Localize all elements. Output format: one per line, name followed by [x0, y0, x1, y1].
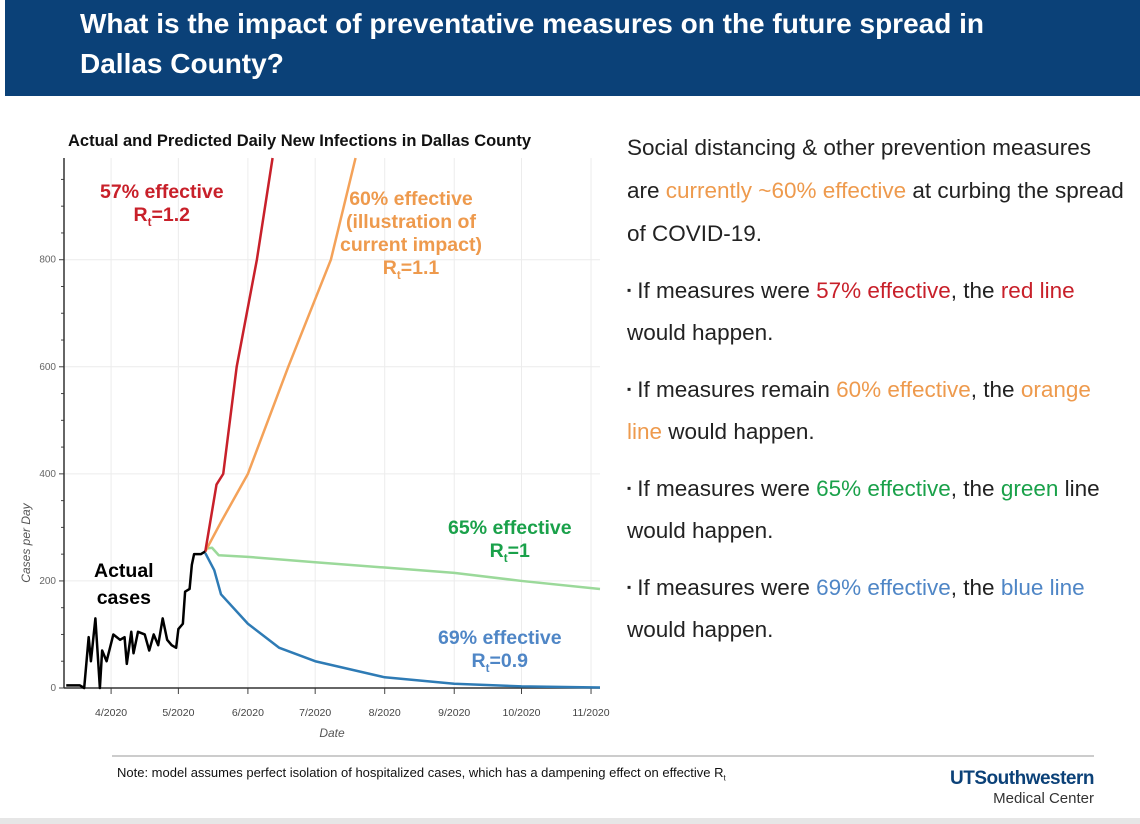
- footer-band: [0, 818, 1140, 824]
- page-title: What is the impact of preventative measu…: [80, 4, 1000, 84]
- x-tick-label: 9/2020: [438, 707, 470, 719]
- ann-red-rt: Rt=1.2: [100, 204, 224, 234]
- logo-subtitle: Medical Center: [993, 790, 1094, 807]
- y-tick-label: 400: [39, 469, 56, 480]
- annotation-blue: 69% effective Rt=0.9: [438, 627, 562, 680]
- annotation-red: 57% effective Rt=1.2: [100, 181, 224, 234]
- bullet-orange: ▪If measures remain 60% effective, the o…: [627, 368, 1127, 453]
- ann-orange-line2: (illustration of: [340, 211, 482, 234]
- x-tick-label: 5/2020: [162, 707, 194, 719]
- ann-green-rt: Rt=1: [448, 540, 572, 570]
- x-tick-label: 7/2020: [299, 707, 331, 719]
- x-tick-label: 4/2020: [95, 707, 127, 719]
- y-axis-label: Cases per Day: [19, 502, 33, 582]
- x-axis-label: Date: [319, 726, 345, 740]
- ann-orange-line1: 60% effective: [340, 188, 482, 211]
- y-tick-label: 800: [39, 255, 56, 266]
- bullet-green: ▪If measures were 65% effective, the gre…: [627, 467, 1127, 552]
- ann-orange-line3: current impact): [340, 234, 482, 257]
- explanation-text: Social distancing & other prevention mea…: [627, 126, 1127, 665]
- y-tick-label: 600: [39, 362, 56, 373]
- header-bar: What is the impact of preventative measu…: [5, 0, 1140, 96]
- series-60-effective: [205, 158, 355, 551]
- intro-paragraph: Social distancing & other prevention mea…: [627, 126, 1127, 255]
- annotation-orange: 60% effective (illustration of current i…: [340, 188, 482, 287]
- y-tick-label: 200: [39, 576, 56, 587]
- chart-title: Actual and Predicted Daily New Infection…: [68, 132, 531, 151]
- ann-red-line1: 57% effective: [100, 181, 224, 204]
- footer-divider: [112, 755, 1094, 757]
- bullet-red: ▪If measures were 57% effective, the red…: [627, 269, 1127, 354]
- annotation-green: 65% effective Rt=1: [448, 517, 572, 570]
- ann-actual-line1: Actual: [94, 558, 154, 585]
- ann-green-line1: 65% effective: [448, 517, 572, 540]
- ann-blue-line1: 69% effective: [438, 627, 562, 650]
- x-tick-label: 10/2020: [503, 707, 541, 719]
- footer-note: Note: model assumes perfect isolation of…: [117, 765, 726, 783]
- ann-actual-line2: cases: [94, 585, 154, 612]
- x-tick-label: 6/2020: [232, 707, 264, 719]
- ann-orange-rt: Rt=1.1: [340, 257, 482, 287]
- x-tick-label: 8/2020: [369, 707, 401, 719]
- logo: UTSouthwestern: [950, 768, 1094, 790]
- x-tick-label: 11/2020: [572, 707, 609, 719]
- annotation-actual: Actual cases: [94, 558, 154, 612]
- y-tick-label: 0: [50, 683, 56, 694]
- ann-blue-rt: Rt=0.9: [438, 650, 562, 680]
- bullet-blue: ▪If measures were 69% effective, the blu…: [627, 566, 1127, 651]
